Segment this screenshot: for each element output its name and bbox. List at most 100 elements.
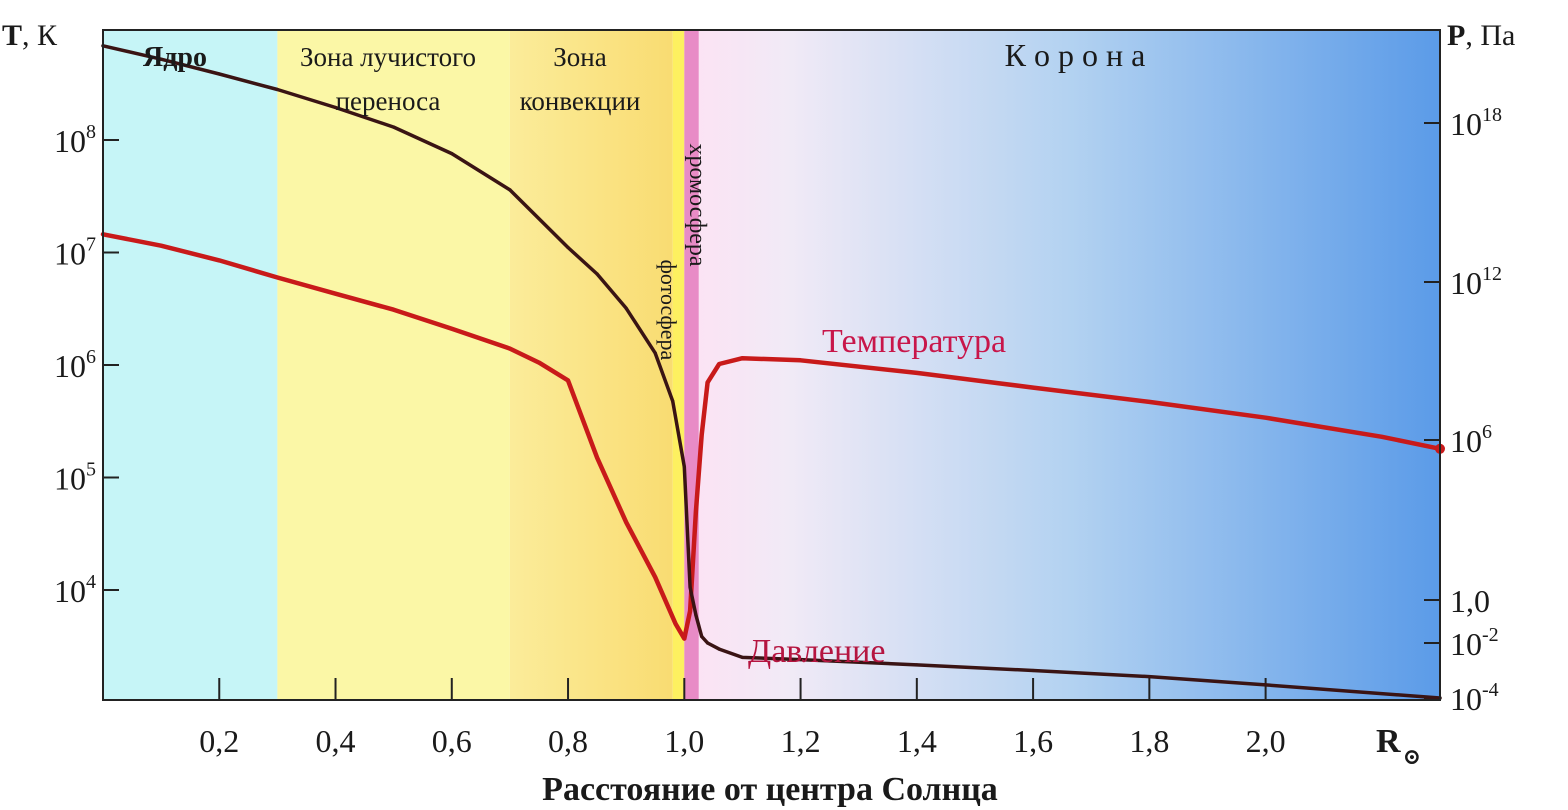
temperature-point-15 <box>688 609 692 613</box>
left-axis-symbol: T <box>2 19 22 52</box>
x-tick-label-8: 1,8 <box>1129 723 1169 759</box>
right-axis-title: P, Па <box>1447 19 1515 52</box>
pressure-point-1 <box>159 57 163 61</box>
temperature-point-6 <box>450 327 454 331</box>
temperature-point-19 <box>717 362 721 366</box>
zone-regions <box>103 30 1440 700</box>
temperature-line <box>100 232 1443 641</box>
temperature-point-17 <box>700 433 704 437</box>
left-tick-label-4: 104 <box>54 571 96 609</box>
temperature-point-13 <box>673 622 678 626</box>
pressure-point-19 <box>740 655 745 659</box>
left-axis-title: T, К <box>2 19 58 52</box>
pressure-point-7 <box>508 188 512 192</box>
region-labels: Ядро Зона лучистого переноса Зона конвекции ф… <box>143 37 1145 361</box>
right-tick-label-4: 10-2 <box>1450 624 1499 662</box>
temperature-point-9 <box>566 378 570 382</box>
right-tick-label-0: 1018 <box>1450 104 1502 142</box>
temperature-point-21 <box>798 358 803 362</box>
pressure-point-15 <box>694 613 698 617</box>
region-label-5-line-0: К о р о н а <box>1005 37 1146 73</box>
temperature-point-3 <box>275 275 279 280</box>
pressure-point-17 <box>705 641 710 645</box>
region-label-4: хромосфера <box>684 143 710 266</box>
temperature-point-7 <box>508 346 512 351</box>
plot-frame <box>102 29 1441 701</box>
temperature-point-25 <box>1264 416 1268 420</box>
pressure-point-23 <box>1147 675 1151 679</box>
pressure-point-2 <box>217 72 221 76</box>
region-label-3: фотосфера <box>656 260 681 361</box>
x-tick-label-3: 0,8 <box>548 723 588 759</box>
x-tick-label-6: 1,4 <box>897 723 937 759</box>
x-unit-label: R⊙ <box>1376 723 1421 769</box>
temperature-point-8 <box>537 361 541 365</box>
temperature-point-5 <box>392 308 396 312</box>
temperature-point-12 <box>653 575 657 579</box>
region-band-5 <box>698 30 1440 700</box>
region-band-2 <box>509 30 673 700</box>
pressure-point-13 <box>682 465 686 469</box>
pressure-point-16 <box>700 634 704 639</box>
region-band-1 <box>277 30 510 700</box>
temperature-point-23 <box>1031 385 1035 390</box>
pressure-point-14 <box>688 585 692 589</box>
x-tick-label-9: 2,0 <box>1246 723 1286 759</box>
x-tick-labels: 0,2 0,4 0,6 0,8 1,0 1,2 1,4 1,6 1,8 2,0 <box>199 723 1285 759</box>
temperature-point-14 <box>682 636 686 641</box>
temperature-point-18 <box>705 380 710 385</box>
pressure-point-20 <box>798 657 803 662</box>
x-tick-label-5: 1,2 <box>781 723 821 759</box>
temperature-series-label: Температура <box>822 323 1006 360</box>
pressure-point-3 <box>275 87 279 92</box>
pressure-point-24 <box>1264 683 1268 687</box>
pressure-point-4 <box>333 105 338 110</box>
temperature-point-2 <box>217 258 221 263</box>
right-tick-label-5: 10-4 <box>1450 679 1499 717</box>
region-label-2-line-0: Зона <box>553 42 606 72</box>
right-tick-label-3: 1,0 <box>1450 583 1490 619</box>
x-tick-label-0: 0,2 <box>199 723 239 759</box>
temperature-point-10 <box>595 456 599 460</box>
pressure-point-11 <box>653 351 657 355</box>
region-label-1-line-0: Зона лучистого <box>300 42 476 72</box>
right-axis-unit: , Па <box>1465 19 1515 52</box>
region-label-0-line-0: Ядро <box>143 42 207 73</box>
temperature-point-1 <box>159 244 163 248</box>
right-tick-label-2: 106 <box>1450 421 1492 459</box>
pressure-point-6 <box>450 152 454 156</box>
left-tick-labels: 108 107 106 105 104 <box>54 121 96 609</box>
x-axis-title: Расстояние от центра Солнца <box>542 771 998 808</box>
pressure-point-18 <box>717 647 721 651</box>
pressure-point-10 <box>624 306 628 310</box>
series-lines <box>100 44 1445 700</box>
pressure-point-9 <box>595 272 599 276</box>
pressure-line <box>101 44 1442 700</box>
temperature-point-20 <box>740 356 745 360</box>
x-tick-label-2: 0,6 <box>432 723 472 759</box>
region-label-1-line-1: переноса <box>336 86 441 116</box>
temperature-point-24 <box>1147 400 1151 404</box>
right-axis-symbol: P <box>1447 19 1465 52</box>
temperature-point-11 <box>624 520 628 524</box>
right-tick-label-1: 1012 <box>1450 263 1502 301</box>
right-tick-labels: 1018 1012 106 1,0 10-2 10-4 <box>1450 104 1502 717</box>
left-tick-label-0: 108 <box>54 121 96 159</box>
x-tick-label-1: 0,4 <box>316 723 356 759</box>
pressure-point-8 <box>566 245 570 250</box>
temperature-point-16 <box>694 509 698 513</box>
left-tick-label-3: 105 <box>54 459 96 497</box>
x-tick-label-4: 1,0 <box>664 723 704 759</box>
pressure-point-21 <box>915 663 919 667</box>
pressure-point-5 <box>392 125 396 129</box>
region-label-2-line-1: конвекции <box>520 86 641 116</box>
region-band-0 <box>103 30 278 700</box>
x-tick-label-7: 1,6 <box>1013 723 1053 759</box>
left-tick-label-2: 106 <box>54 346 96 384</box>
pressure-point-12 <box>671 399 675 403</box>
temperature-point-4 <box>333 292 338 296</box>
region-band-3 <box>672 30 685 700</box>
pressure-point-22 <box>1031 668 1035 673</box>
left-tick-label-1: 107 <box>54 234 96 272</box>
